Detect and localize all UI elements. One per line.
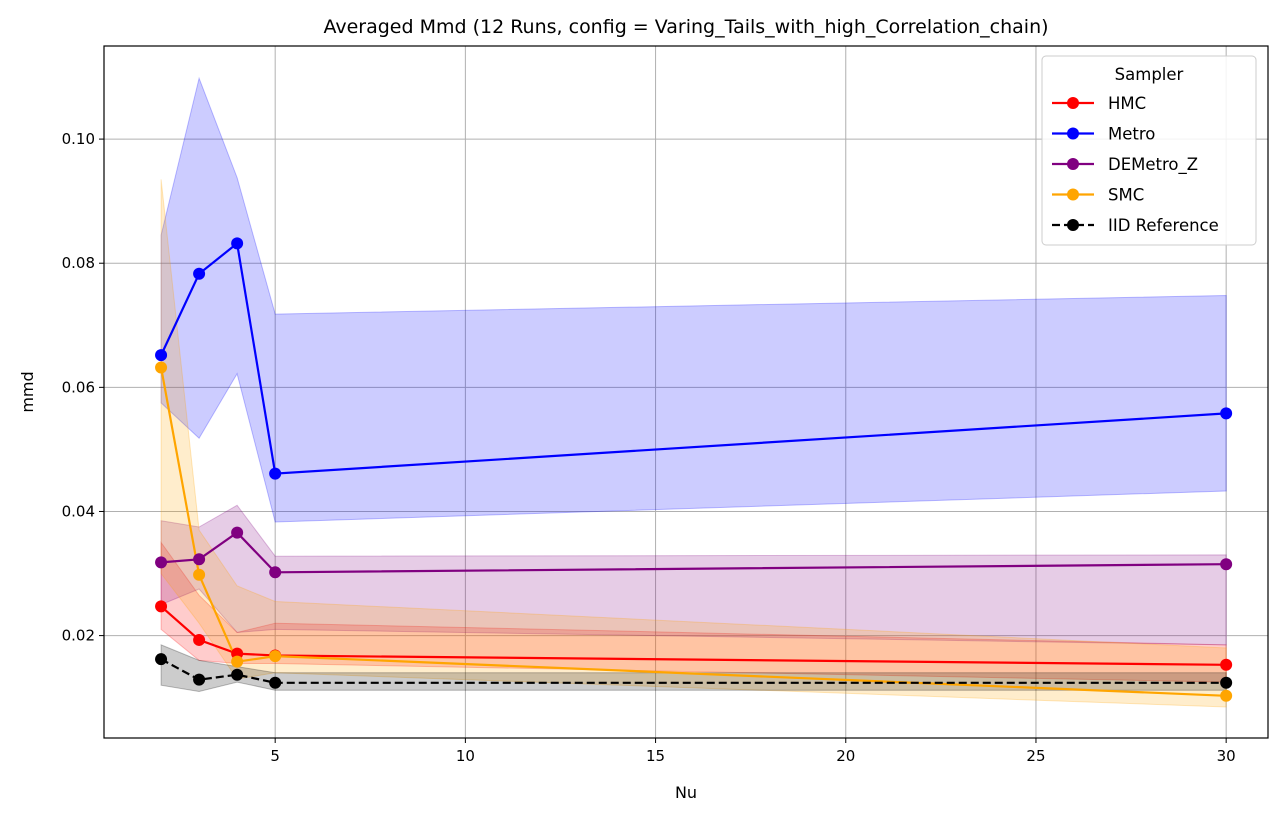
y-tick-label: 0.06 (62, 378, 95, 396)
demetro-z-point (193, 553, 206, 566)
smc-point (269, 650, 282, 663)
hmc-point (155, 600, 168, 613)
iid-reference-point (269, 676, 282, 689)
y-tick-label: 0.02 (62, 627, 95, 645)
metro-point (193, 267, 206, 280)
x-tick-label: 15 (646, 747, 665, 765)
smc-point (231, 655, 244, 668)
metro-point (155, 349, 168, 362)
y-tick-label: 0.04 (62, 502, 95, 520)
legend-title: Sampler (1115, 65, 1184, 84)
legend-label-metro: Metro (1108, 125, 1155, 144)
metro-band (160, 76, 1227, 523)
legend-label-hmc: HMC (1108, 94, 1146, 113)
y-axis-label: mmd (18, 371, 37, 412)
iid-reference-point (231, 668, 244, 681)
legend-label-iid-reference: IID Reference (1108, 216, 1219, 235)
legend-box (1041, 55, 1257, 246)
metro-point (231, 237, 244, 250)
metro-point (1220, 407, 1233, 420)
legend-marker-iid-reference (1067, 219, 1079, 231)
series-points (155, 237, 1233, 702)
y-tick-label: 0.08 (62, 254, 95, 272)
legend-marker-demetro-z (1067, 158, 1079, 170)
x-tick-label: 10 (456, 747, 475, 765)
legend-marker-metro (1067, 127, 1079, 140)
chart-title: Averaged Mmd (12 Runs, config = Varing_T… (323, 16, 1048, 38)
demetro-z-point (1220, 558, 1233, 571)
x-axis-label: Nu (675, 783, 697, 802)
legend-label-smc: SMC (1108, 186, 1144, 205)
x-tick-label: 30 (1217, 747, 1236, 765)
legend-entries: HMC Metro DEMetro_Z SMC IID Reference (1052, 94, 1219, 235)
iid-reference-point (1220, 676, 1233, 689)
hmc-point (193, 633, 206, 646)
x-tick-label: 5 (270, 747, 280, 765)
iid-reference-point (155, 653, 168, 666)
legend-label-demetro-z: DEMetro_Z (1108, 155, 1198, 175)
demetro-z-point (269, 566, 282, 579)
iid-reference-line (160, 658, 1227, 684)
x-tick-label: 20 (836, 747, 855, 765)
legend-marker-smc (1067, 188, 1079, 201)
plot-area-frame (103, 45, 1269, 739)
y-tick-label: 0.10 (62, 130, 95, 148)
smc-point (1220, 689, 1233, 702)
demetro-z-band (160, 504, 1227, 646)
x-tick-label: 25 (1026, 747, 1045, 765)
metro-point (269, 467, 282, 480)
x-axis-ticks: 5 10 15 20 25 30 (270, 738, 1236, 765)
demetro-z-point (231, 526, 244, 539)
y-axis-ticks: 0.02 0.04 0.06 0.08 0.10 (62, 130, 104, 645)
smc-point (193, 568, 206, 581)
smc-point (155, 361, 168, 374)
hmc-point (1220, 658, 1233, 671)
demetro-z-point (155, 556, 168, 569)
legend-marker-hmc (1067, 97, 1079, 109)
iid-reference-point (193, 673, 206, 686)
legend: Sampler HMC Metro DEMetro_Z SMC IID Referenc… (1041, 55, 1257, 246)
